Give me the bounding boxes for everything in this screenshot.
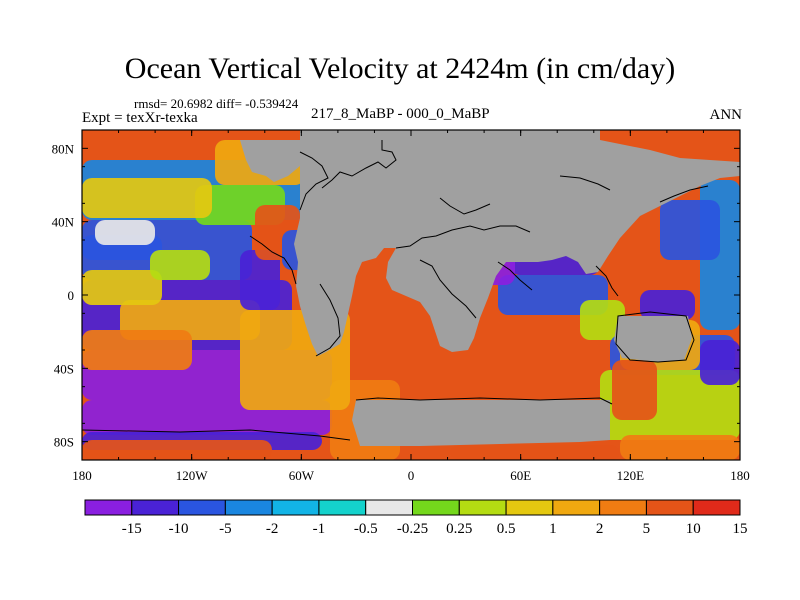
colorbar-label: 0.5 xyxy=(497,521,516,537)
lat-tick-label: 80S xyxy=(54,435,74,450)
lon-tick-label: 60W xyxy=(289,468,315,483)
colorbar-swatch xyxy=(224,499,273,516)
colorbar-swatch xyxy=(178,499,226,516)
colorbar-label: -0.5 xyxy=(354,521,378,537)
colorbar-swatch xyxy=(131,499,180,516)
land-mask xyxy=(82,130,740,446)
colorbar-label: -5 xyxy=(219,521,232,537)
lon-tick-label: 120W xyxy=(176,468,209,483)
colorbar-swatch xyxy=(365,499,414,516)
lat-tick-label: 80N xyxy=(52,141,75,156)
latitude-axis: 80N 40N 0 40S 80S xyxy=(52,129,740,461)
colorbar-swatch xyxy=(84,499,133,516)
season-label: ANN xyxy=(709,107,743,123)
lat-tick-label: 40S xyxy=(54,361,74,376)
lon-tick-label: 120E xyxy=(617,468,645,483)
colorbar-swatch xyxy=(458,499,507,516)
colorbar-label: 15 xyxy=(733,521,748,537)
colorbar-swatch xyxy=(645,499,694,516)
colorbar-label: 5 xyxy=(643,521,651,537)
colorbar-swatch xyxy=(599,499,647,516)
page-title: Ocean Vertical Velocity at 2424m (in cm/… xyxy=(124,52,676,85)
colorbar-label: -15 xyxy=(122,521,142,537)
colorbar-swatch xyxy=(692,499,741,516)
experiment-label: Expt = texXr-texka xyxy=(82,110,198,126)
lon-tick-label: 180 xyxy=(730,468,750,483)
lon-tick-label: 180 xyxy=(72,468,92,483)
lat-tick-label: 0 xyxy=(68,288,75,303)
stats-text: rmsd= 20.6982 diff= -0.539424 xyxy=(134,96,299,111)
longitude-axis: 180 120W 60W 0 60E 120E 180 xyxy=(72,130,750,483)
colorbar-swatch xyxy=(505,499,554,516)
colorbar-swatch xyxy=(412,499,460,516)
map-area xyxy=(82,130,740,460)
colorbar-label: 2 xyxy=(596,521,604,537)
colorbar-label: 0.25 xyxy=(446,521,472,537)
colorbar-label: -0.25 xyxy=(397,521,428,537)
lon-tick-label: 60E xyxy=(510,468,531,483)
colorbar-swatch xyxy=(271,499,320,516)
colorbar: -15 -10 -5 -2 -1 -0.5 -0.25 0.25 0.5 1 2 5 10 15 xyxy=(84,499,748,537)
lat-tick-label: 40N xyxy=(52,215,75,230)
colorbar-label: -10 xyxy=(169,521,189,537)
colorbar-label: 1 xyxy=(549,521,557,537)
colorbar-label: -2 xyxy=(266,521,279,537)
colorbar-label: -1 xyxy=(313,521,326,537)
difference-label: 217_8_MaBP - 000_0_MaBP xyxy=(311,106,490,122)
colorbar-swatch xyxy=(552,499,601,516)
colorbar-label: 10 xyxy=(686,521,701,537)
colorbar-swatch xyxy=(318,499,367,516)
lon-tick-label: 0 xyxy=(408,468,415,483)
